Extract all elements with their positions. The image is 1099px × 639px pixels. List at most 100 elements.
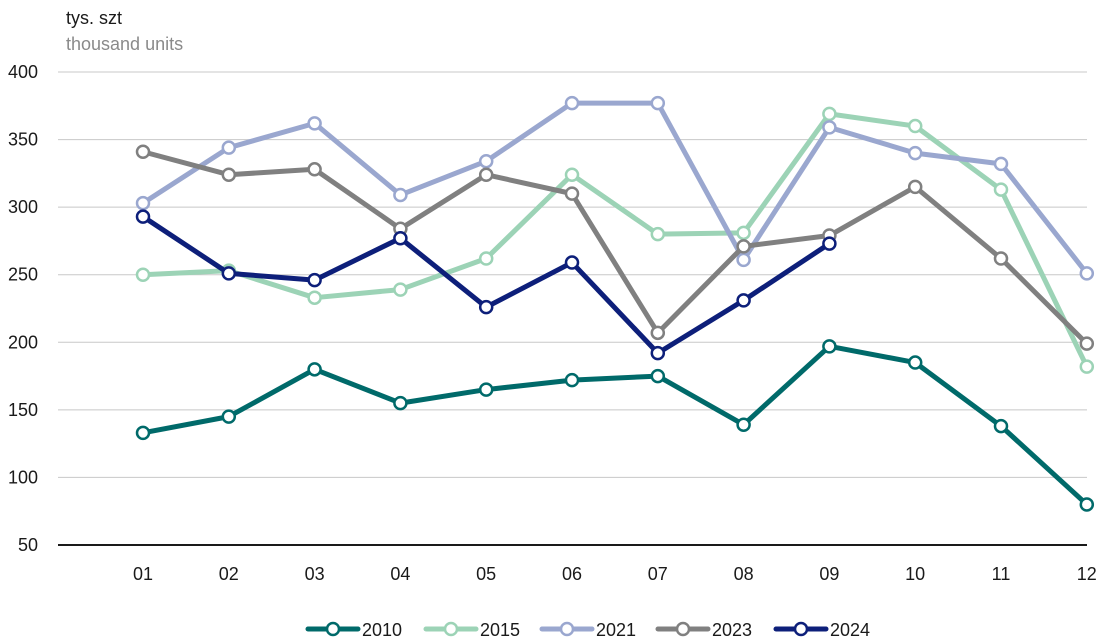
point-2024-07 xyxy=(650,345,666,361)
point-2024-06 xyxy=(564,255,580,270)
point-2015-10 xyxy=(907,118,923,134)
y-tick-350: 350 xyxy=(8,130,38,150)
x-tick-08: 08 xyxy=(734,564,754,584)
x-tick-12: 12 xyxy=(1077,564,1097,584)
point-2015-01 xyxy=(135,267,151,282)
point-2010-10 xyxy=(907,355,923,370)
point-2015-04 xyxy=(393,282,408,297)
line-2024 xyxy=(140,214,832,356)
point-2024-04 xyxy=(393,230,408,246)
series-2023 xyxy=(135,144,1095,351)
point-2010-08 xyxy=(736,417,751,432)
y-tick-200: 200 xyxy=(8,332,38,352)
point-2015-06 xyxy=(564,167,580,182)
legend-marker-2023 xyxy=(675,621,691,637)
point-2023-06 xyxy=(564,186,580,201)
point-2015-08 xyxy=(736,225,751,241)
point-2023-12 xyxy=(1079,336,1095,351)
series-2015 xyxy=(135,106,1095,374)
y-tick-300: 300 xyxy=(8,197,38,217)
unit-label-pl: tys. szt xyxy=(66,8,123,28)
point-2024-01 xyxy=(135,209,151,224)
y-tick-50: 50 xyxy=(18,535,38,555)
point-2023-01 xyxy=(135,144,151,159)
x-tick-02: 02 xyxy=(219,564,239,584)
x-tick-07: 07 xyxy=(648,564,668,584)
line-2010 xyxy=(140,343,1090,507)
point-2024-03 xyxy=(307,272,322,288)
point-2023-05 xyxy=(478,167,494,182)
legend-marker-2021 xyxy=(559,621,575,637)
point-2010-04 xyxy=(393,395,408,411)
y-tick-400: 400 xyxy=(8,62,38,82)
series-2024 xyxy=(135,209,837,361)
legend-item-2021: 2021 xyxy=(539,620,636,639)
point-2010-01 xyxy=(135,425,151,441)
x-tick-04: 04 xyxy=(390,564,410,584)
y-tick-250: 250 xyxy=(8,265,38,285)
point-2023-11 xyxy=(993,251,1009,266)
point-2021-07 xyxy=(650,95,666,111)
legend-label-2024: 2024 xyxy=(830,620,870,639)
x-axis-ticks: 01 02 03 04 05 06 07 08 09 10 11 12 xyxy=(133,564,1097,584)
point-2023-03 xyxy=(307,162,322,177)
point-2023-07 xyxy=(650,325,666,341)
point-2015-03 xyxy=(307,290,322,305)
series-2010 xyxy=(135,339,1095,512)
point-2015-11 xyxy=(993,182,1009,197)
x-tick-01: 01 xyxy=(133,564,153,584)
point-2021-08 xyxy=(736,252,751,268)
point-2010-09 xyxy=(822,339,837,354)
point-2021-06 xyxy=(564,95,580,111)
point-2010-12 xyxy=(1079,497,1095,512)
point-2010-02 xyxy=(221,409,237,424)
series-lines xyxy=(135,95,1095,512)
point-2021-01 xyxy=(135,195,151,211)
x-tick-03: 03 xyxy=(305,564,325,584)
legend-label-2021: 2021 xyxy=(596,620,636,639)
legend-item-2010: 2010 xyxy=(305,620,402,639)
legend-marker-2024 xyxy=(793,621,809,637)
point-2024-05 xyxy=(478,299,494,315)
point-2010-11 xyxy=(993,418,1009,434)
series-2021 xyxy=(135,95,1095,281)
legend-item-2024: 2024 xyxy=(773,620,870,639)
point-2015-07 xyxy=(650,226,666,242)
y-tick-150: 150 xyxy=(8,400,38,420)
point-2021-10 xyxy=(907,145,923,161)
x-tick-06: 06 xyxy=(562,564,582,584)
legend-label-2015: 2015 xyxy=(480,620,520,639)
legend-marker-2010 xyxy=(325,621,341,637)
line-2015 xyxy=(140,111,1090,370)
point-2023-02 xyxy=(221,167,237,182)
line-2021 xyxy=(140,100,1090,276)
legend-item-2023: 2023 xyxy=(655,620,752,639)
point-2010-06 xyxy=(564,372,580,388)
x-tick-09: 09 xyxy=(819,564,839,584)
point-2015-12 xyxy=(1079,359,1095,374)
point-2015-05 xyxy=(478,251,494,266)
point-2024-09 xyxy=(822,236,837,251)
legend: 2010 2015 2021 2023 2024 xyxy=(305,620,870,639)
legend-item-2015: 2015 xyxy=(423,620,520,639)
gridlines xyxy=(58,71,1087,546)
point-2010-03 xyxy=(307,362,322,377)
point-2023-10 xyxy=(907,179,923,195)
point-2010-05 xyxy=(478,382,494,397)
point-2021-12 xyxy=(1079,266,1095,281)
point-2024-02 xyxy=(221,266,237,281)
unit-label-en: thousand units xyxy=(66,34,184,54)
x-tick-05: 05 xyxy=(476,564,496,584)
line-2023 xyxy=(140,149,1090,347)
point-2021-11 xyxy=(993,156,1009,172)
point-2021-02 xyxy=(221,140,237,155)
legend-marker-2015 xyxy=(443,621,459,637)
legend-label-2010: 2010 xyxy=(362,620,402,639)
point-2010-07 xyxy=(650,368,666,384)
point-2024-08 xyxy=(736,293,751,308)
point-2023-08 xyxy=(736,239,751,254)
point-2021-04 xyxy=(393,187,408,203)
point-2021-05 xyxy=(478,153,494,169)
point-2021-03 xyxy=(307,116,322,131)
